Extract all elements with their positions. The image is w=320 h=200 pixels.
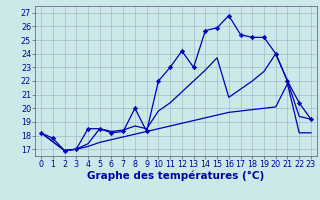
X-axis label: Graphe des températures (°C): Graphe des températures (°C) xyxy=(87,171,265,181)
